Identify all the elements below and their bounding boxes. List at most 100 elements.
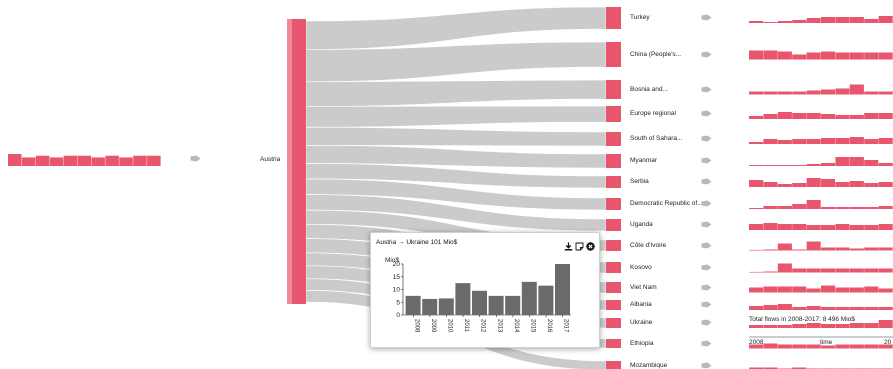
target-spark-bar: [864, 19, 879, 23]
target-spark-bar: [763, 139, 778, 144]
flow-band[interactable]: [305, 79, 607, 107]
bar[interactable]: [538, 285, 554, 315]
target-spark-bar: [821, 307, 836, 310]
target-node[interactable]: [606, 219, 621, 231]
target-node[interactable]: [606, 198, 621, 210]
target-tag-icon[interactable]: [701, 157, 712, 164]
target-tag-icon[interactable]: [701, 14, 712, 21]
target-tag-icon[interactable]: [701, 135, 712, 142]
download-icon[interactable]: [564, 238, 573, 251]
target-spark-bar: [806, 52, 821, 60]
target-spark-bar: [821, 138, 836, 144]
bar[interactable]: [472, 290, 487, 315]
source-tag-icon[interactable]: [190, 155, 201, 162]
target-spark-bar: [878, 138, 893, 144]
target-tag-icon[interactable]: [701, 178, 712, 185]
source-spark-bar: [21, 157, 36, 166]
target-spark-bar: [878, 91, 893, 95]
target-spark-bar: [763, 249, 778, 251]
target-spark-bar: [821, 89, 836, 95]
target-spark-bar: [878, 288, 893, 293]
target-spark-bar: [763, 22, 778, 23]
target-node[interactable]: [606, 106, 621, 122]
target-node[interactable]: [606, 154, 621, 168]
y-tick-label: 15: [393, 274, 401, 281]
target-tag-icon[interactable]: [701, 340, 712, 347]
target-spark-bar: [821, 225, 836, 230]
target-spark-bar: [864, 52, 879, 60]
target-spark-bar: [849, 207, 864, 209]
target-spark-bar: [749, 116, 764, 119]
target-spark-bar: [792, 268, 807, 273]
target-spark-bar: [864, 160, 879, 166]
target-tag-icon[interactable]: [701, 284, 712, 291]
bar[interactable]: [405, 295, 421, 315]
source-spark-bar: [63, 155, 78, 166]
target-label: Uganda: [630, 221, 653, 228]
target-spark-bar: [777, 140, 792, 144]
popup-title: Austria → Ukraine 101 Mio$: [376, 239, 458, 246]
target-spark-bar: [849, 157, 864, 166]
target-spark-bar: [806, 288, 821, 293]
bar[interactable]: [488, 295, 504, 315]
target-node[interactable]: [606, 361, 621, 369]
target-node[interactable]: [606, 282, 621, 293]
target-spark-bar: [792, 139, 807, 144]
target-node[interactable]: [606, 42, 621, 67]
target-tag-icon[interactable]: [701, 319, 712, 326]
target-spark-bar: [878, 320, 893, 328]
target-node[interactable]: [606, 132, 621, 146]
target-tag-icon[interactable]: [701, 221, 712, 228]
target-label: Ethiopia: [630, 339, 654, 347]
target-spark-bar: [806, 268, 821, 273]
target-label: Myanmar: [630, 157, 658, 164]
x-tick-label: 2008: [413, 319, 419, 333]
flow-band[interactable]: [305, 126, 607, 147]
target-spark-bar: [792, 165, 807, 166]
bar[interactable]: [521, 281, 537, 315]
close-icon[interactable]: [586, 238, 595, 251]
target-spark-bar: [878, 268, 893, 273]
bar[interactable]: [422, 298, 438, 315]
bar[interactable]: [455, 283, 471, 315]
target-tag-icon[interactable]: [701, 200, 712, 207]
target-spark-bar: [749, 306, 764, 310]
source-spark-bar: [147, 155, 161, 166]
bar[interactable]: [438, 298, 454, 315]
target-spark-bar: [835, 268, 850, 273]
target-spark-bar: [792, 307, 807, 310]
x-tick-label: 2015: [530, 319, 536, 333]
target-tag-icon[interactable]: [701, 242, 712, 249]
target-spark-bar: [864, 225, 879, 230]
target-spark-bar: [864, 268, 879, 273]
target-spark-bar: [777, 243, 792, 251]
target-tag-icon[interactable]: [701, 110, 712, 117]
target-tag-icon[interactable]: [701, 86, 712, 93]
target-spark-bar: [806, 306, 821, 310]
target-tag-icon[interactable]: [701, 362, 712, 369]
bar[interactable]: [555, 264, 570, 315]
target-spark-bar: [749, 165, 764, 166]
target-node[interactable]: [606, 318, 621, 328]
bar[interactable]: [505, 295, 521, 315]
target-node[interactable]: [606, 300, 621, 310]
target-spark-bar: [792, 286, 807, 293]
target-spark-bar: [792, 113, 807, 119]
target-tag-icon[interactable]: [701, 301, 712, 308]
target-spark-bar: [878, 52, 893, 60]
target-node[interactable]: [606, 240, 621, 251]
target-tag-icon[interactable]: [701, 264, 712, 271]
target-tag-icon[interactable]: [701, 51, 712, 58]
target-spark-bar: [821, 247, 836, 251]
target-spark-bar: [777, 165, 792, 166]
target-node[interactable]: [606, 262, 621, 273]
note-icon[interactable]: [575, 238, 584, 251]
target-node[interactable]: [606, 176, 621, 188]
flow-band[interactable]: [305, 105, 607, 128]
target-node[interactable]: [606, 80, 621, 99]
time-axis-start: 2008: [749, 339, 764, 346]
target-node[interactable]: [606, 7, 621, 29]
target-spark-bar: [849, 287, 864, 293]
target-spark-bar: [777, 344, 792, 349]
target-node[interactable]: [606, 339, 621, 348]
